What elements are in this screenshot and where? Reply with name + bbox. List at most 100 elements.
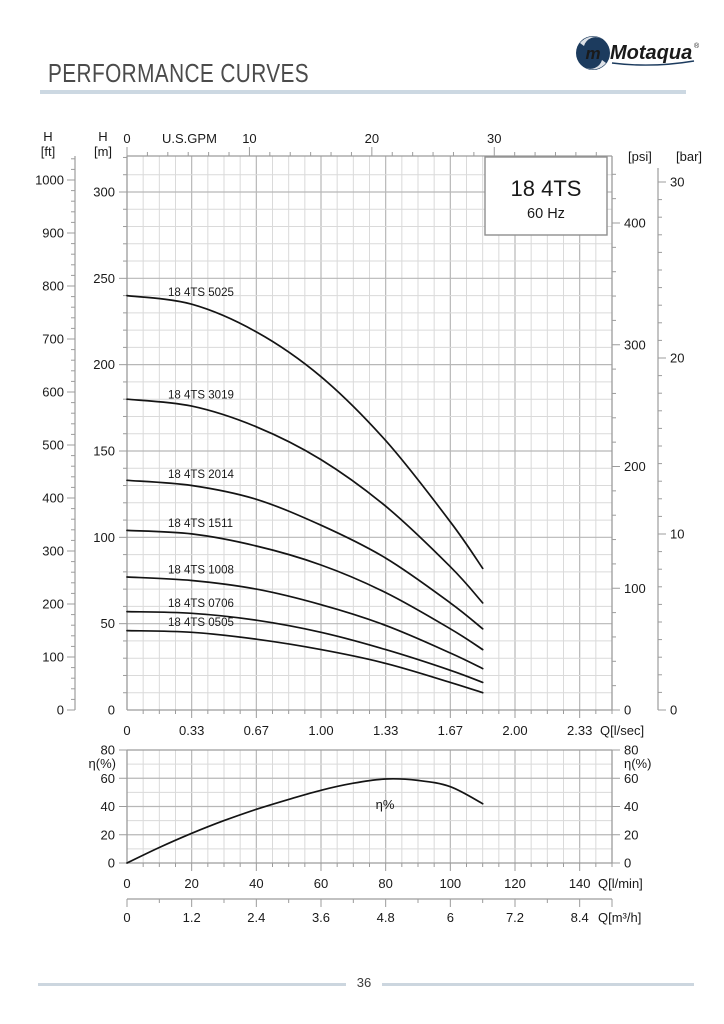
tick-label: 0: [123, 131, 130, 146]
logo-mark-icon: m: [576, 36, 610, 70]
tick-label: 250: [93, 271, 115, 286]
tick-label: 300: [624, 337, 646, 352]
efficiency-curve: [126, 777, 484, 864]
axis-ticks: [67, 147, 666, 871]
tick-label: 0.33: [179, 723, 204, 738]
tick-label: 200: [624, 459, 646, 474]
tick-label: 2.00: [502, 723, 527, 738]
tick-label: 0: [123, 910, 130, 925]
pump-frequency: 60 Hz: [527, 206, 565, 222]
curve-18-4TS-1008: [126, 576, 484, 670]
tick-label: 6: [447, 910, 454, 925]
tick-label: 50: [101, 616, 115, 631]
tick-label: 0.67: [244, 723, 269, 738]
tick-label: 4.8: [377, 910, 395, 925]
tick-label: 100: [439, 876, 461, 891]
pump-model-box: 18 4TS 60 Hz: [484, 156, 608, 236]
header-divider: [40, 90, 686, 94]
tick-label: 20: [184, 876, 198, 891]
logo-registered-mark: ®: [694, 42, 700, 50]
curve-label: 18 4TS 3019: [168, 389, 234, 401]
eta-curve-label: η%: [376, 797, 395, 812]
tick-label: 700: [42, 332, 64, 347]
tick-label: 1000: [35, 173, 64, 188]
tick-label: 300: [93, 184, 115, 199]
tick-label: 8.4: [571, 910, 589, 925]
curve-label: 18 4TS 0505: [168, 617, 234, 629]
usgpm-axis-label: U.S.GPM: [162, 131, 217, 146]
tick-label: 800: [42, 279, 64, 294]
tick-label: 400: [624, 216, 646, 231]
footer-divider-right: [382, 983, 694, 986]
curve-name-labels: 18 4TS 5025 18 4TS 3019 18 4TS 2014 18 4TS …: [168, 287, 234, 629]
tick-label: 30: [487, 131, 501, 146]
tick-label: 400: [42, 491, 64, 506]
tick-label: 40: [101, 799, 115, 814]
tick-label: 1.67: [438, 723, 463, 738]
motaqua-logo: m Motaqua ®: [576, 36, 700, 70]
qlmin-axis-label: Q[l/min]: [598, 876, 643, 891]
curve-label: 18 4TS 2014: [168, 469, 234, 481]
curve-18-4TS-0505: [126, 629, 484, 694]
tick-label: 0: [108, 703, 115, 718]
tick-label: 80: [378, 876, 392, 891]
tick-label: 80: [624, 743, 638, 758]
pump-model-title: 18 4TS: [511, 176, 582, 201]
eta-axis-label-right: η(%): [624, 756, 651, 771]
page-number: 36: [356, 975, 372, 990]
curve-18-4TS-5025: [126, 294, 484, 570]
tick-label: 2.4: [247, 910, 265, 925]
h-ft-axis-label-h: H: [43, 129, 52, 144]
tick-label: 1.00: [308, 723, 333, 738]
m3h-scale-bar: [126, 898, 613, 907]
main-chart-grid: [126, 155, 613, 711]
tick-label: 200: [42, 597, 64, 612]
tick-label: 60: [314, 876, 328, 891]
tick-label: 300: [42, 544, 64, 559]
psi-axis-label: [psi]: [628, 149, 652, 164]
tick-label: 40: [624, 799, 638, 814]
bar-axis-label: [bar]: [676, 149, 702, 164]
tick-label: 0: [670, 703, 677, 718]
curve-18-4TS-1511: [126, 529, 484, 651]
tick-label: 150: [93, 443, 115, 458]
tick-label: 0: [123, 876, 130, 891]
curve-label: 18 4TS 0706: [168, 598, 234, 610]
tick-label: 10: [670, 527, 684, 542]
h-m-axis-label-unit: [m]: [94, 144, 112, 159]
tick-label: 40: [249, 876, 263, 891]
tick-label: 0: [57, 703, 64, 718]
tick-label: 60: [101, 771, 115, 786]
curve-label: 18 4TS 5025: [168, 287, 234, 299]
curve-18-4TS-3019: [126, 398, 484, 604]
curve-label: 18 4TS 1511: [168, 518, 233, 530]
page-title: PERFORMANCE CURVES: [48, 58, 310, 88]
tick-label: 10: [242, 131, 256, 146]
qlsec-axis-label: Q[l/sec]: [600, 723, 644, 738]
tick-label: 100: [624, 581, 646, 596]
tick-label: 120: [504, 876, 526, 891]
curve-18-4TS-0706: [126, 610, 484, 684]
tick-label: 1.2: [183, 910, 201, 925]
qm3h-axis-label: Q[m³/h]: [598, 910, 641, 925]
tick-label: 20: [365, 131, 379, 146]
tick-label: 7.2: [506, 910, 524, 925]
svg-text:m: m: [585, 44, 600, 63]
tick-label: 100: [42, 650, 64, 665]
tick-label: 1.33: [373, 723, 398, 738]
tick-label: 500: [42, 438, 64, 453]
tick-label: 3.6: [312, 910, 330, 925]
curve-label: 18 4TS 1008: [168, 565, 234, 577]
tick-label: 0: [123, 723, 130, 738]
tick-label: 30: [670, 175, 684, 190]
tick-label: 140: [569, 876, 591, 891]
pump-head-curves: [126, 294, 484, 864]
logo-swoosh: [611, 60, 695, 66]
logo-wordmark: Motaqua: [610, 42, 692, 64]
tick-label: 200: [93, 357, 115, 372]
tick-label: 60: [624, 771, 638, 786]
footer-divider-left: [38, 983, 346, 986]
